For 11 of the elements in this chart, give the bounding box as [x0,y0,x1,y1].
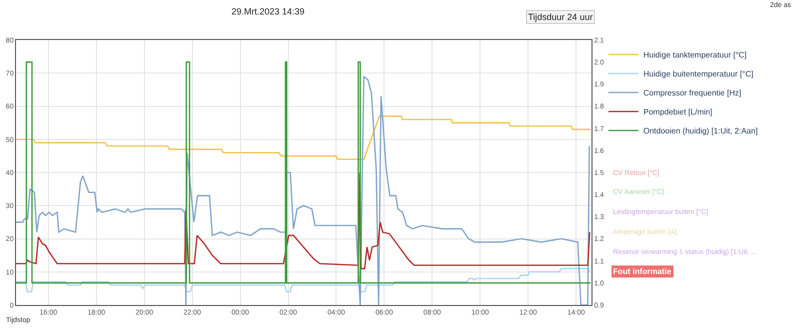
line-series [16,172,590,270]
legend-label: Compressor frequentie [Hz] [643,88,742,98]
legend-label: Ontdooien (huidig) [1:Uit, 2:Aan] [643,126,758,136]
line-series [16,116,592,160]
legend-label: Huidige tanktemperatuur [°C] [643,50,747,60]
chart-title: 29.Mrt.2023 14:39 [231,6,305,16]
text: Tijdsduur 24 uur [528,12,593,22]
text: Fout informatie [613,267,672,276]
line-series [16,268,590,292]
legend-label: Huidige buitentemperatuur [°C] [643,70,754,79]
legend-label: Pompdebiet [L/min] [643,108,712,117]
